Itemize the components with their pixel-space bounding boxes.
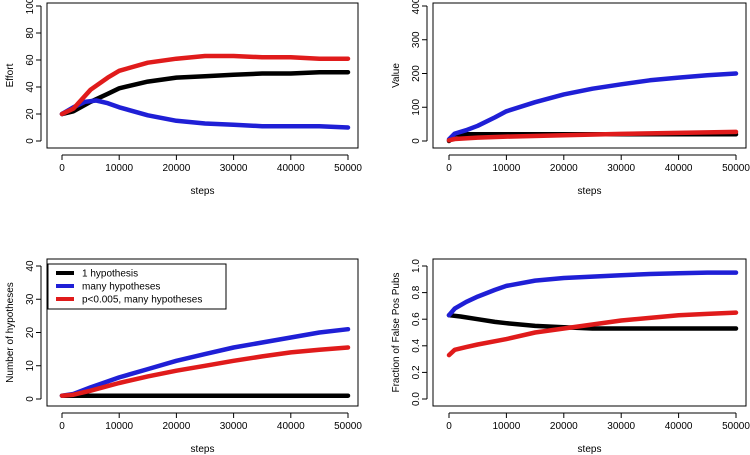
legend-label: many hypotheses — [82, 282, 160, 293]
y-tick-label: 80 — [25, 27, 36, 39]
y-tick-label: 0 — [411, 138, 422, 144]
x-axis-title: steps — [191, 444, 215, 455]
x-tick-label: 0 — [59, 163, 65, 174]
y-tick-label: 0.8 — [411, 285, 422, 299]
y-axis-title: Value — [391, 63, 402, 88]
plot-frame — [432, 258, 747, 407]
legend-box — [47, 263, 227, 310]
x-tick-label: 0 — [59, 421, 65, 432]
chart-false-pos: 0 10000 20000 30000 40000 50000 0.0 0.2 0.4 0.6 0.… — [391, 258, 750, 455]
y-tick-label: 0.0 — [411, 392, 422, 406]
series-line-3 — [59, 345, 351, 398]
x-tick-label: 10000 — [105, 163, 133, 174]
series-line-2 — [446, 270, 739, 318]
y-tick-label: 0 — [25, 396, 36, 402]
series-line-3 — [446, 310, 739, 358]
chart-hypotheses: 0 10000 20000 30000 40000 50000 0 10 20 30 40 steps… — [5, 258, 362, 455]
y-tick-label: 400 — [411, 0, 422, 14]
x-tick-label: 40000 — [665, 163, 693, 174]
x-tick-label: 10000 — [492, 163, 520, 174]
x-tick-label: 0 — [446, 421, 452, 432]
series-line-3 — [59, 53, 351, 117]
y-tick-label: 200 — [411, 65, 422, 82]
y-tick-label: 40 — [25, 81, 36, 93]
x-tick-label: 20000 — [162, 421, 190, 432]
plot-frame — [432, 2, 747, 149]
x-tick-label: 50000 — [722, 421, 750, 432]
y-tick-label: 0.6 — [411, 312, 422, 326]
y-tick-label: 1.0 — [411, 259, 422, 273]
chart-effort: 0 10000 20000 30000 40000 50000 0 20 40 60 80 100 st… — [5, 0, 362, 197]
y-tick-label: 300 — [411, 31, 422, 48]
legend-label: 1 hypothesis — [82, 269, 138, 280]
x-tick-label: 50000 — [334, 421, 362, 432]
x-axis-title: steps — [578, 186, 602, 197]
x-tick-label: 50000 — [334, 163, 362, 174]
y-tick-label: 30 — [25, 293, 36, 305]
series-line-2 — [59, 98, 351, 130]
y-tick-label: 100 — [411, 98, 422, 115]
y-tick-label: 100 — [25, 0, 36, 14]
y-tick-label: 0.2 — [411, 365, 422, 379]
series-line-3 — [446, 129, 739, 143]
y-axis-title: Number of hypotheses — [5, 282, 16, 383]
x-tick-label: 10000 — [492, 421, 520, 432]
x-tick-label: 40000 — [277, 421, 305, 432]
y-tick-label: 0 — [25, 138, 36, 144]
y-axis-title: Fraction of False Pos Pubs — [391, 272, 402, 392]
legend-label: p<0.005, many hypotheses — [82, 295, 202, 306]
series-line-2 — [446, 71, 739, 142]
x-tick-label: 30000 — [607, 421, 635, 432]
x-tick-label: 20000 — [550, 421, 578, 432]
x-tick-label: 50000 — [722, 163, 750, 174]
x-tick-label: 20000 — [550, 163, 578, 174]
y-tick-label: 20 — [25, 327, 36, 339]
y-axis-title: Effort — [5, 63, 16, 87]
plot-frame — [46, 258, 359, 407]
legend: 1 hypothesis many hypotheses p<0.005, many… — [47, 263, 227, 310]
y-tick-label: 60 — [25, 54, 36, 66]
x-tick-label: 30000 — [220, 163, 248, 174]
x-axis-title: steps — [191, 186, 215, 197]
chart-value: 0 10000 20000 30000 40000 50000 0 100 200 300 400 s… — [391, 0, 750, 197]
plot-frame — [46, 2, 359, 149]
y-tick-label: 40 — [25, 260, 36, 272]
x-tick-label: 30000 — [607, 163, 635, 174]
x-axis-title: steps — [578, 444, 602, 455]
x-tick-label: 10000 — [105, 421, 133, 432]
y-tick-label: 10 — [25, 360, 36, 372]
y-tick-label: 20 — [25, 108, 36, 120]
x-tick-label: 20000 — [162, 163, 190, 174]
y-tick-label: 0.4 — [411, 338, 422, 352]
x-tick-label: 40000 — [277, 163, 305, 174]
x-tick-label: 30000 — [220, 421, 248, 432]
x-tick-label: 40000 — [665, 421, 693, 432]
series-line-2 — [59, 326, 351, 398]
x-tick-label: 0 — [446, 163, 452, 174]
